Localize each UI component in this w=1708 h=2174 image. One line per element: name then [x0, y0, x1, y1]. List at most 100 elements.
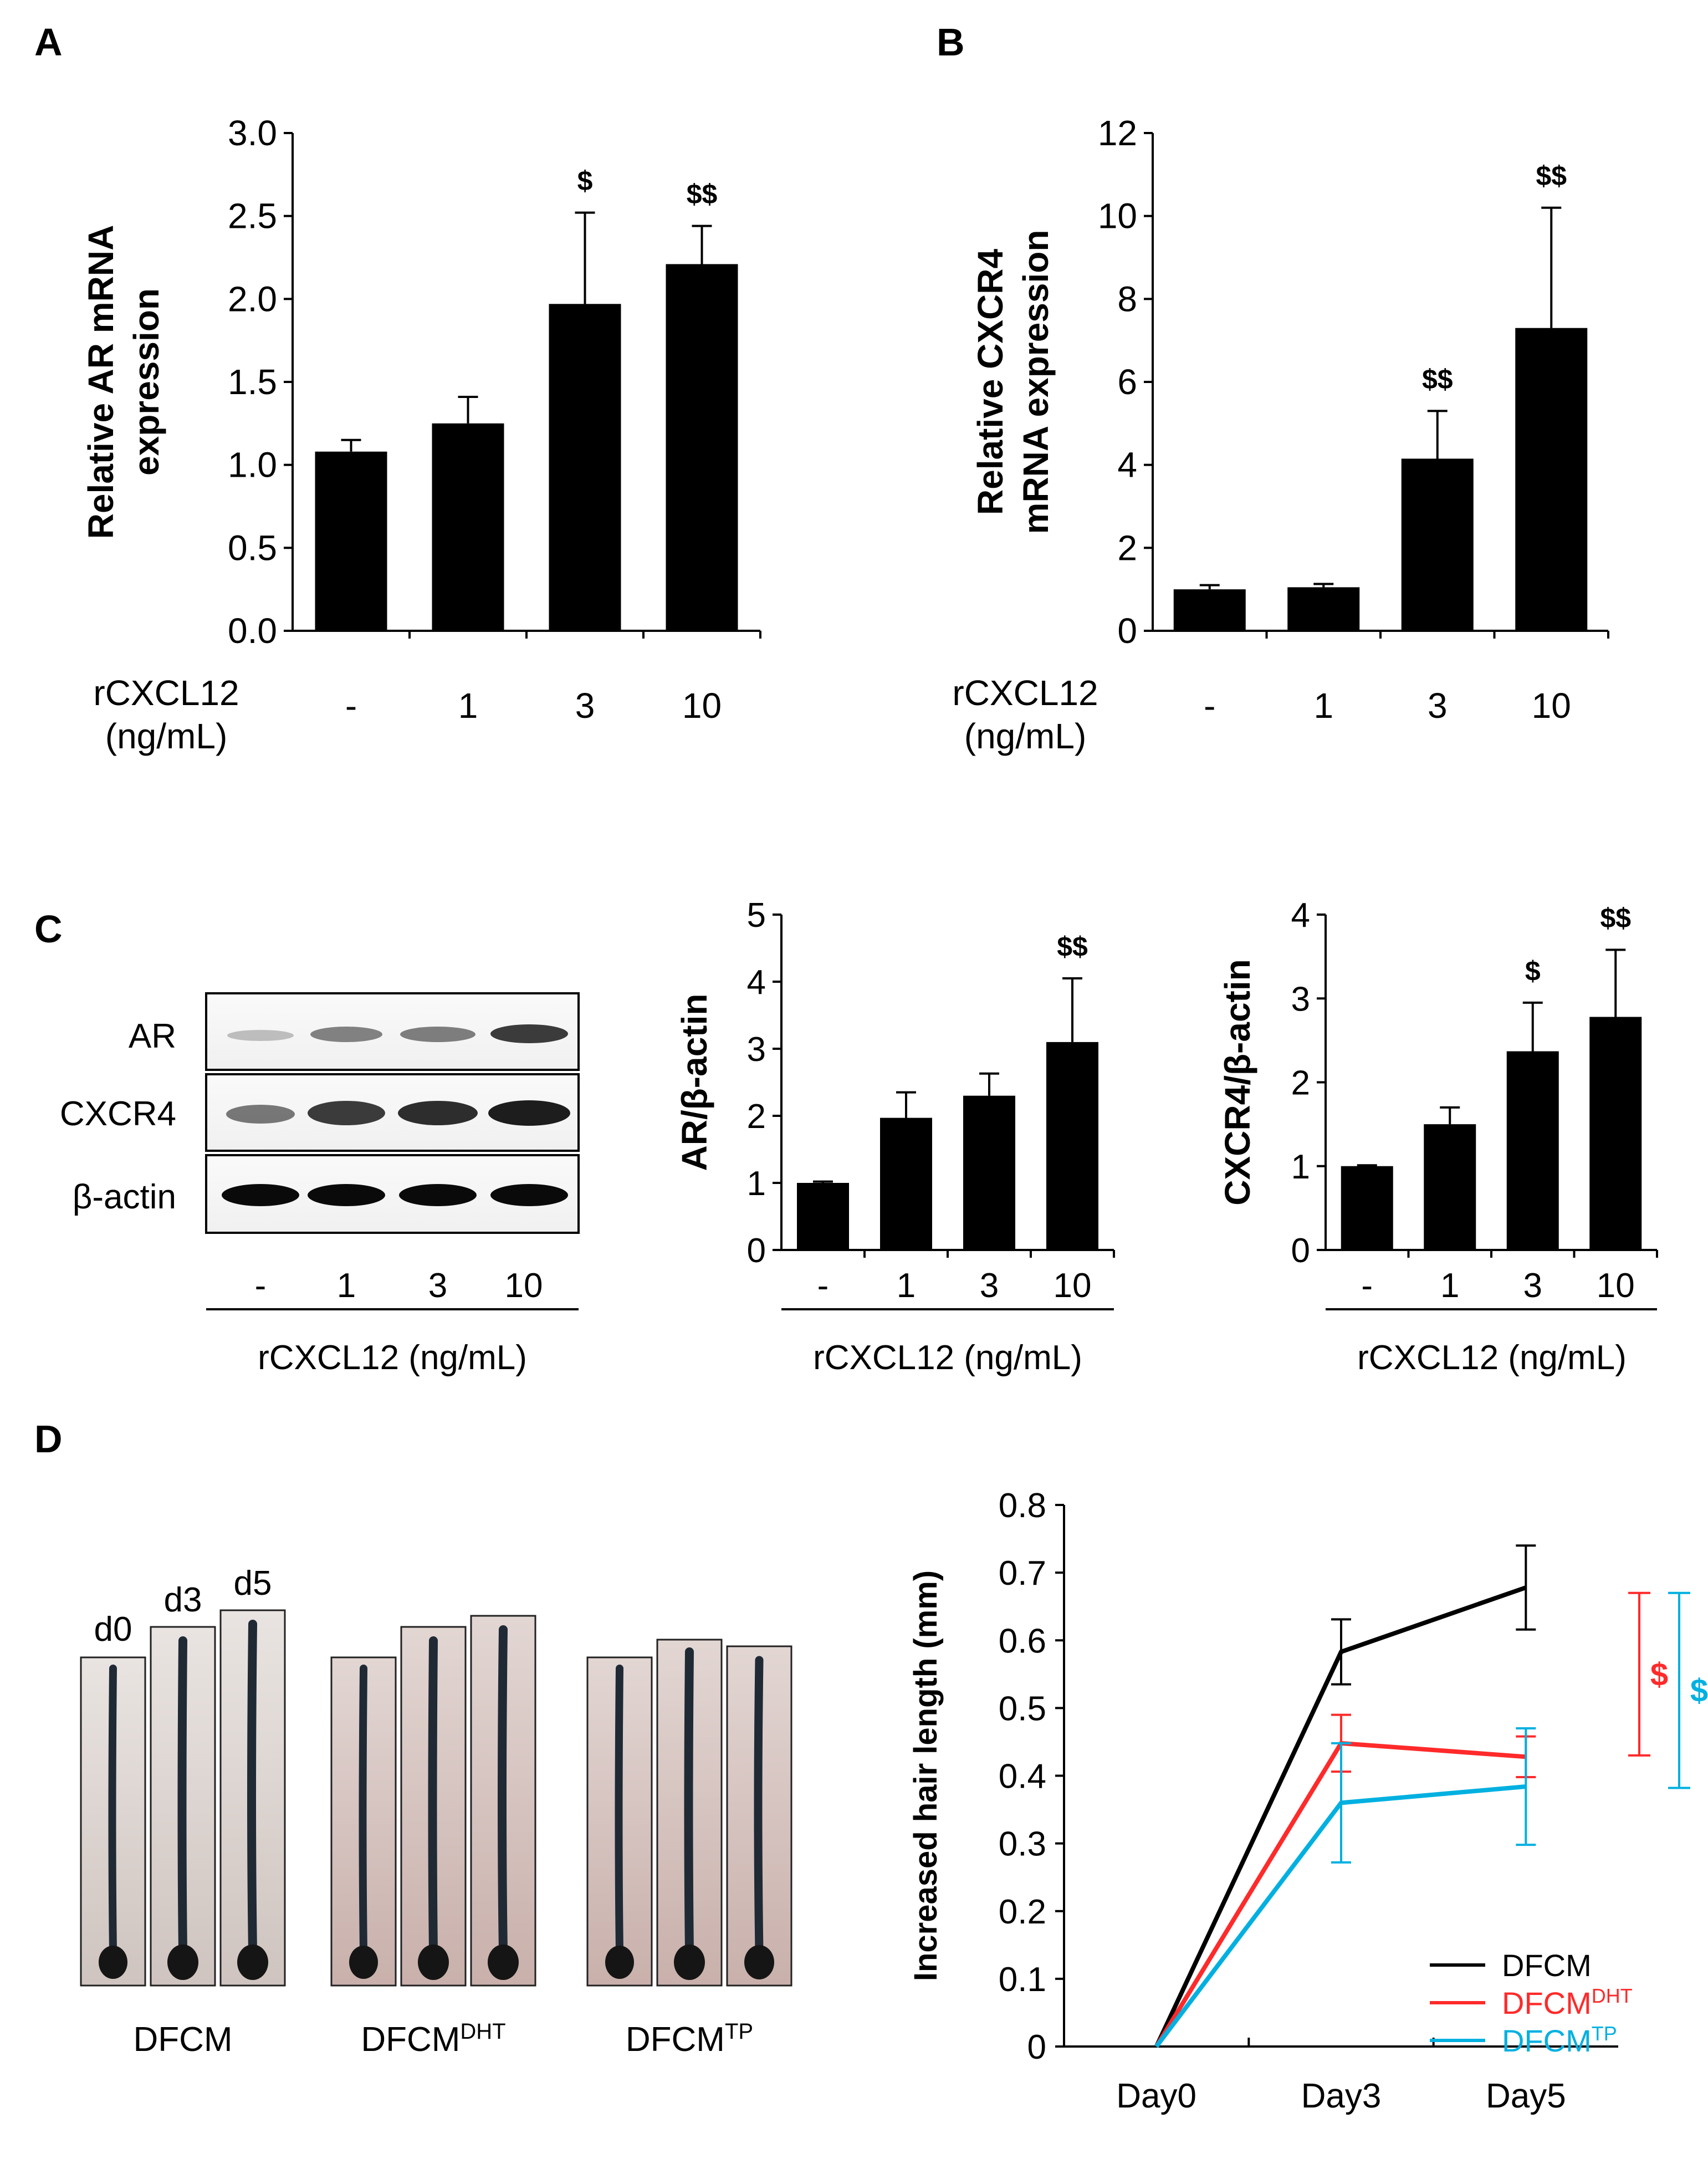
bar — [432, 423, 504, 631]
blot-lane-label: - — [255, 1267, 267, 1305]
band-actin-lane1 — [222, 1184, 299, 1206]
bar — [1401, 458, 1474, 631]
day-label-d5: d5 — [234, 1564, 272, 1603]
band-cxcr4-lane4 — [488, 1100, 570, 1126]
y-tick-label: 0.3 — [999, 1825, 1046, 1864]
hair-shaft — [428, 1636, 438, 1956]
bar — [1589, 1017, 1642, 1250]
y-tick-label: 1 — [747, 1165, 766, 1203]
legend-label: DFCMDHT — [1502, 1984, 1633, 2021]
hair-bulb — [167, 1945, 198, 1980]
bar — [797, 1183, 849, 1250]
bar — [963, 1095, 1015, 1250]
blot-lane-label: 1 — [337, 1267, 356, 1305]
x-tick-label: 3 — [980, 1267, 999, 1305]
x-tick-label: Day3 — [1301, 2077, 1382, 2115]
significance-label: $$ — [687, 179, 718, 210]
y-tick-label: 2.0 — [228, 279, 277, 319]
x-axis-label: rCXCL12 (ng/mL) — [813, 1339, 1082, 1377]
y-tick-label: 0.2 — [999, 1893, 1046, 1931]
hair-shaft — [754, 1656, 764, 1956]
hair-group-label: DFCM — [133, 2020, 232, 2059]
y-tick-label: 1 — [1291, 1148, 1310, 1186]
y-tick-label: 3.0 — [228, 113, 277, 153]
hair-group-dfcm-dht: DFCMDHT — [330, 1615, 536, 2059]
legend-label: DFCMTP — [1502, 2022, 1617, 2059]
y-tick-label: 4 — [1291, 896, 1310, 935]
hair-group-label: DFCMDHT — [361, 2019, 505, 2059]
blot-lane-label: 10 — [505, 1267, 543, 1305]
band-cxcr4-lane1 — [226, 1105, 295, 1124]
x-tick-label: - — [817, 1267, 829, 1305]
comparison-label: $ — [1650, 1656, 1668, 1692]
x-axis-label: rCXCL12 — [93, 673, 239, 713]
blot-label-cxcr4: CXCR4 — [60, 1095, 176, 1133]
panel-label-c: C — [34, 907, 63, 951]
y-tick-label: 1.0 — [228, 445, 277, 485]
y-tick-label: 2 — [1117, 528, 1137, 568]
hair-bulb — [488, 1945, 519, 1980]
blot-xlabel: rCXCL12 (ng/mL) — [258, 1339, 527, 1377]
y-tick-label: 6 — [1117, 362, 1137, 402]
y-axis-label: AR/β-actin — [674, 994, 714, 1171]
y-tick-label: 0.8 — [999, 1487, 1046, 1525]
y-tick-label: 2 — [747, 1098, 766, 1136]
x-tick-label: 1 — [1440, 1267, 1459, 1305]
band-actin-lane3 — [399, 1184, 477, 1206]
significance-label: $$ — [1536, 161, 1567, 192]
western-blot: AR CXCR4 β-actin - 1 3 10 rCXCL12 (ng/mL… — [60, 992, 580, 1377]
bar — [666, 264, 738, 631]
y-axis-label: Relative AR mRNA — [81, 225, 121, 539]
y-axis-label: Relative CXCR4 — [970, 249, 1010, 516]
bar-chart-cxcr4-mrna: 0 2 4 6 8 10 12 - 1 $$ 3 $$ 10 Relative CXCR4 mRNA exp… — [952, 113, 1609, 756]
hair-bulb — [605, 1946, 634, 1979]
x-axis-label: rCXCL12 (ng/mL) — [1357, 1339, 1627, 1377]
bar — [1515, 328, 1588, 631]
band-actin-lane2 — [308, 1184, 385, 1206]
x-tick-label: 1 — [897, 1267, 916, 1305]
y-axis-label: expression — [126, 288, 166, 476]
hair-group-dfcm-tp: DFCMTP — [586, 1639, 792, 2059]
y-tick-label: 0.5 — [999, 1690, 1046, 1728]
x-tick-label: Day0 — [1116, 2077, 1196, 2115]
x-tick-label: - — [345, 686, 357, 726]
band-cxcr4-lane3 — [398, 1101, 478, 1125]
x-tick-label: 10 — [1532, 686, 1571, 726]
hair-shaft — [177, 1636, 187, 1956]
x-tick-label: - — [1204, 686, 1215, 726]
band-ar-lane3 — [400, 1027, 475, 1042]
y-tick-label: 0 — [1027, 2028, 1046, 2066]
panel-label-a: A — [34, 21, 63, 64]
y-tick-label: 0.4 — [999, 1758, 1046, 1796]
y-tick-label: 0 — [747, 1232, 766, 1270]
significance-label: $ — [577, 166, 593, 197]
significance-label: $ — [1525, 956, 1541, 987]
hair-bulb — [418, 1945, 449, 1980]
hair-shaft — [684, 1647, 694, 1956]
x-tick-label: 1 — [458, 686, 478, 726]
x-tick-label: 3 — [575, 686, 595, 726]
y-tick-label: 3 — [747, 1030, 766, 1069]
legend-label: DFCM — [1502, 1948, 1592, 1983]
hair-shaft — [359, 1665, 367, 1955]
hair-shaft — [247, 1620, 257, 1956]
x-axis-label: rCXCL12 — [952, 673, 1098, 713]
x-axis-label: (ng/mL) — [964, 716, 1087, 756]
x-tick-label: 10 — [1597, 1267, 1635, 1305]
significance-label: $$ — [1600, 903, 1631, 934]
y-tick-label: 2 — [1291, 1064, 1310, 1103]
y-axis-label: Increased hair length (mm) — [908, 1570, 944, 1981]
x-tick-label: 3 — [1523, 1267, 1542, 1305]
hair-group-dfcm: DFCM — [80, 1609, 286, 2059]
hair-bulb — [674, 1945, 705, 1980]
blot-label-beta-actin: β-actin — [73, 1178, 176, 1216]
bar — [1341, 1166, 1393, 1250]
band-ar-lane2 — [310, 1027, 382, 1042]
hair-bulb — [744, 1945, 774, 1979]
y-tick-label: 0 — [1291, 1232, 1310, 1270]
y-tick-label: 0.5 — [228, 528, 277, 568]
bar — [315, 451, 387, 631]
hair-group-label: DFCMTP — [626, 2019, 753, 2059]
hair-shaft — [108, 1665, 117, 1955]
